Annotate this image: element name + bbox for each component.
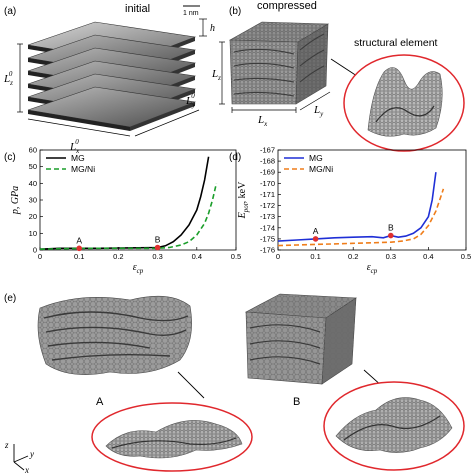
x-tick-label: 0.3 — [386, 252, 396, 261]
series-line-mg — [39, 156, 210, 250]
inset-a — [91, 402, 253, 472]
point-label: A — [313, 226, 319, 236]
y-tick-label: -169 — [260, 168, 275, 177]
x-tick-label: 0.4 — [192, 252, 202, 261]
plot-frame — [277, 149, 467, 251]
y-axis-unit: , keV — [237, 181, 248, 203]
point-label: B — [388, 223, 394, 233]
h-label: h — [210, 23, 215, 34]
x-tick-label: 0.5 — [461, 252, 471, 261]
panel-b-label: (b) — [229, 6, 241, 17]
chart-pressure: (c) 0 0.1 0.2 0.3 0.4 0.5 0 10 20 30 40 50 60 εcp p, G… — [4, 146, 241, 276]
y-tick-label: -167 — [260, 146, 275, 155]
y-tick-label: -168 — [260, 157, 275, 166]
point-marker-a — [312, 236, 319, 242]
panel-c-label: (c) — [4, 152, 16, 163]
y-tick-label: 0 — [33, 246, 37, 255]
snapshot-b — [244, 293, 357, 385]
legend-label: MG — [71, 153, 85, 163]
panel-a-label: (a) — [4, 6, 16, 17]
ly-label: Ly — [313, 104, 324, 118]
scale-bar-label: 1 nm — [183, 10, 199, 17]
point-marker-a — [76, 245, 82, 252]
y-tick-label: -174 — [260, 223, 275, 232]
x-tick-label: 0.4 — [423, 252, 433, 261]
series-line-mg-ni — [39, 183, 218, 250]
y-tick-label: -171 — [260, 190, 275, 199]
axis-triad: z y x — [4, 440, 34, 474]
x-axis-symbol: ε — [367, 262, 371, 273]
y-tick-label: 20 — [29, 212, 37, 221]
lx0-marker — [27, 118, 131, 137]
x-axis-symbol: ε — [133, 262, 137, 273]
panel-d-label: (d) — [229, 152, 241, 163]
snapshot-a-label: A — [96, 396, 104, 408]
sheet-1 — [27, 86, 197, 131]
x-axis-label: εcp — [133, 262, 144, 275]
y-tick-label: 50 — [29, 162, 37, 171]
legend-label: MG — [309, 153, 323, 163]
y-tick-label: -170 — [260, 179, 275, 188]
lx-label: Lx — [257, 114, 268, 128]
lx0-label: Lx0 — [69, 138, 80, 155]
panel-b-title: compressed — [257, 0, 317, 12]
x-axis-subscript: cp — [371, 267, 378, 275]
y-tick-label: -175 — [260, 234, 275, 243]
x-tick-label: 0.3 — [152, 252, 162, 261]
panel-e: (e) A B — [4, 293, 465, 474]
y-tick-label: -172 — [260, 201, 275, 210]
x-tick-label: 0 — [276, 252, 280, 261]
legend-label: MG/Ni — [309, 164, 333, 174]
structural-element-inset — [343, 54, 465, 152]
panel-a-title: initial — [125, 3, 150, 15]
point-label: A — [76, 235, 82, 245]
axis-x-label: x — [24, 465, 29, 474]
ly-marker — [299, 91, 331, 111]
x-tick-label: 0.2 — [113, 252, 123, 261]
snapshot-a — [37, 295, 192, 375]
x-tick-label: 0 — [38, 252, 42, 261]
inset-title: structural element — [354, 37, 438, 49]
lz-label: Lz — [211, 68, 221, 82]
x-tick-label: 0.2 — [348, 252, 358, 261]
y-tick-label: -176 — [260, 246, 275, 255]
point-label: B — [155, 235, 161, 245]
y-axis-symbol: E — [237, 212, 248, 219]
y-axis-label: Epot, keV — [237, 181, 250, 220]
y-axis-subscript: pot — [242, 202, 250, 213]
chart-potential-energy: (d) 0 0.1 0.2 0.3 0.4 0.5 -176 -175 -174 -173 -172… — [229, 146, 471, 276]
x-axis-label: εcp — [367, 262, 378, 275]
point-marker-b — [154, 244, 161, 251]
lz0-label: Lz0 — [3, 70, 13, 87]
axis-z-label: z — [4, 440, 9, 450]
compressed-cube — [228, 21, 330, 105]
panel-e-label: (e) — [4, 293, 16, 304]
y-axis-label: p, GPa — [10, 186, 21, 215]
y-tick-label: 10 — [29, 229, 37, 238]
legend-label: MG/Ni — [71, 164, 95, 174]
panel-a: (a) initial 1 nm h Lz0 Lx0 Ly0 — [3, 3, 215, 155]
x-tick-label: 0.1 — [310, 252, 320, 261]
ly0-label: Ly0 — [185, 92, 196, 109]
inset-b — [323, 381, 465, 471]
y-tick-label: 40 — [29, 179, 37, 188]
point-marker-b — [388, 232, 394, 239]
series-line-mg — [277, 172, 437, 242]
series-line-mg-ni — [277, 188, 445, 247]
snapshot-b-label: B — [293, 396, 300, 408]
panel-b: (b) compressed Lz Lx Ly structural eleme… — [211, 0, 465, 152]
axis-y-label: y — [29, 449, 34, 459]
x-tick-label: 0.1 — [74, 252, 84, 261]
x-axis-subscript: cp — [137, 267, 144, 275]
y-tick-label: 60 — [29, 146, 37, 155]
x-tick-label: 0.5 — [231, 252, 241, 261]
y-axis-symbol: p, GPa — [10, 186, 21, 215]
y-tick-label: 30 — [29, 196, 37, 205]
ly0-marker — [134, 109, 200, 137]
inset-a-connector — [177, 371, 205, 399]
y-tick-label: -173 — [260, 212, 275, 221]
graphene-stack — [27, 21, 197, 131]
